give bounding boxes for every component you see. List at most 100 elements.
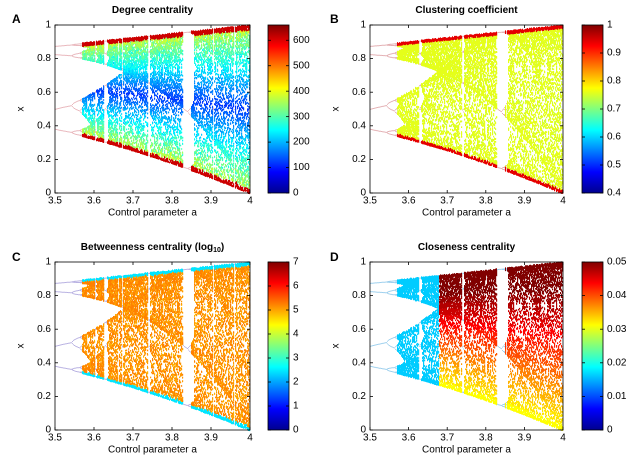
y-tick-label: 0.4	[352, 357, 366, 368]
colorbar-tick-label: 5	[293, 305, 299, 316]
panel: ADegree centrality3.5 3.6 3.7 3.8 3.9 400.20.…	[12, 5, 310, 219]
colorbar-tick-label: 500	[293, 60, 310, 71]
bifurcation-points	[397, 27, 563, 190]
y-tick-label: 0	[360, 188, 366, 199]
x-tick-label: 3.8	[165, 433, 179, 444]
panel-label: C	[12, 250, 21, 264]
y-tick-label: 0.4	[352, 120, 366, 131]
x-tick-label: 3.8	[479, 196, 493, 207]
colorbar-tick-label: 0	[293, 425, 299, 436]
panel: D Closeness centrality 3.5 3.6 3.7 3.8 3.9 4 0 0.…	[330, 242, 627, 456]
colorbar	[268, 262, 289, 430]
y-axis-label: x	[16, 344, 27, 349]
x-tick-label: 4	[560, 433, 566, 444]
panel-title: Degree centrality	[112, 5, 194, 16]
x-tick-label: 3.9	[517, 433, 531, 444]
x-tick-label: 3.9	[204, 433, 218, 444]
y-tick-label: 0.2	[352, 391, 366, 402]
colorbar-tick-label: 0.03	[607, 324, 627, 335]
x-tick-label: 3.9	[204, 196, 218, 207]
bifurcation-points	[397, 275, 439, 386]
colorbar-tick-label: 2	[293, 377, 299, 388]
y-tick-label: 0.4	[37, 120, 51, 131]
colorbar-tick-label: 300	[293, 111, 310, 122]
y-tick-label: 0	[45, 425, 51, 436]
colorbar-tick-label: 0.4	[607, 188, 621, 199]
title-text: Betweenness centrality (log	[81, 242, 213, 253]
panel-label: A	[12, 12, 21, 26]
y-tick-label: 1	[45, 20, 51, 31]
panel: B Clustering coefficient 3.5 3.6 3.7 3.8 3.9 4 0…	[330, 5, 621, 219]
x-axis-label: Control parameter a	[422, 445, 511, 456]
y-tick-label: 0.8	[37, 290, 51, 301]
colorbar-tick-label: 0.02	[607, 357, 627, 368]
panel-title: Closeness centrality	[418, 242, 516, 253]
x-axis-label: Control parameter a	[108, 208, 197, 219]
x-axis-label: Control parameter a	[108, 445, 197, 456]
colorbar	[582, 262, 603, 430]
x-tick-label: 4	[560, 196, 566, 207]
panel-title: Betweenness centrality (log10)	[81, 242, 224, 254]
y-tick-label: 1	[360, 257, 366, 268]
y-tick-label: 0.4	[37, 357, 51, 368]
x-tick-label: 3.7	[126, 433, 140, 444]
y-axis-label: x	[331, 344, 342, 349]
y-tick-label: 0.2	[37, 391, 51, 402]
bifurcation-points	[440, 332, 563, 358]
bifurcation-points	[439, 362, 563, 403]
x-axis-label: Control parameter a	[422, 208, 511, 219]
colorbar-tick-label: 7	[293, 257, 299, 268]
y-tick-label: 0.2	[37, 154, 51, 165]
x-tick-label: 4	[247, 433, 253, 444]
x-tick-label: 3.8	[165, 196, 179, 207]
colorbar	[268, 25, 289, 193]
colorbar-tick-label: 100	[293, 162, 310, 173]
x-tick-label: 3.7	[126, 196, 140, 207]
y-tick-label: 0.6	[352, 324, 366, 335]
colorbar-tick-label: 0	[607, 425, 613, 436]
y-tick-label: 0.6	[37, 87, 51, 98]
colorbar-tick-label: 1	[293, 401, 299, 412]
colorbar-tick-label: 200	[293, 137, 310, 148]
x-tick-label: 3.6	[87, 196, 101, 207]
colorbar-tick-label: 4	[293, 329, 299, 340]
colorbar-tick-label: 0.8	[607, 76, 621, 87]
y-axis-label: x	[331, 107, 342, 112]
y-tick-label: 0.2	[352, 154, 366, 165]
colorbar-tick-label: 3	[293, 353, 299, 364]
colorbar-tick-label: 0.5	[607, 160, 621, 171]
colorbar-tick-label: 0.9	[607, 48, 621, 59]
y-tick-label: 1	[360, 20, 366, 31]
y-tick-label: 0.8	[352, 53, 366, 64]
y-tick-label: 0.8	[37, 53, 51, 64]
x-tick-label: 3.6	[402, 196, 416, 207]
y-tick-label: 0.8	[352, 290, 366, 301]
x-tick-label: 3.6	[402, 433, 416, 444]
y-axis-label: x	[16, 107, 27, 112]
x-tick-label: 4	[247, 196, 253, 207]
x-tick-label: 3.7	[440, 433, 454, 444]
colorbar-tick-label: 0	[293, 188, 299, 199]
colorbar-tick-label: 0.6	[607, 132, 621, 143]
y-tick-label: 0.6	[352, 87, 366, 98]
colorbar-tick-label: 400	[293, 86, 310, 97]
colorbar	[582, 25, 603, 193]
title-text: Degree centrality	[112, 5, 194, 16]
panel-label: B	[330, 12, 339, 26]
bifurcation-points	[439, 261, 563, 297]
panel-label: D	[330, 250, 339, 264]
x-tick-label: 3.7	[440, 196, 454, 207]
y-tick-label: 0.6	[37, 324, 51, 335]
title-subscript: 10	[213, 247, 221, 254]
colorbar-tick-label: 6	[293, 281, 299, 292]
colorbar-tick-label: 1	[607, 20, 613, 31]
panel-title: Clustering coefficient	[415, 5, 518, 16]
colorbar-tick-label: 0.01	[607, 391, 627, 402]
colorbar-tick-label: 0.7	[607, 104, 621, 115]
x-tick-label: 3.9	[517, 196, 531, 207]
y-tick-label: 0	[360, 425, 366, 436]
y-tick-label: 0	[45, 188, 51, 199]
x-tick-label: 3.6	[87, 433, 101, 444]
title-suffix: )	[221, 242, 224, 253]
